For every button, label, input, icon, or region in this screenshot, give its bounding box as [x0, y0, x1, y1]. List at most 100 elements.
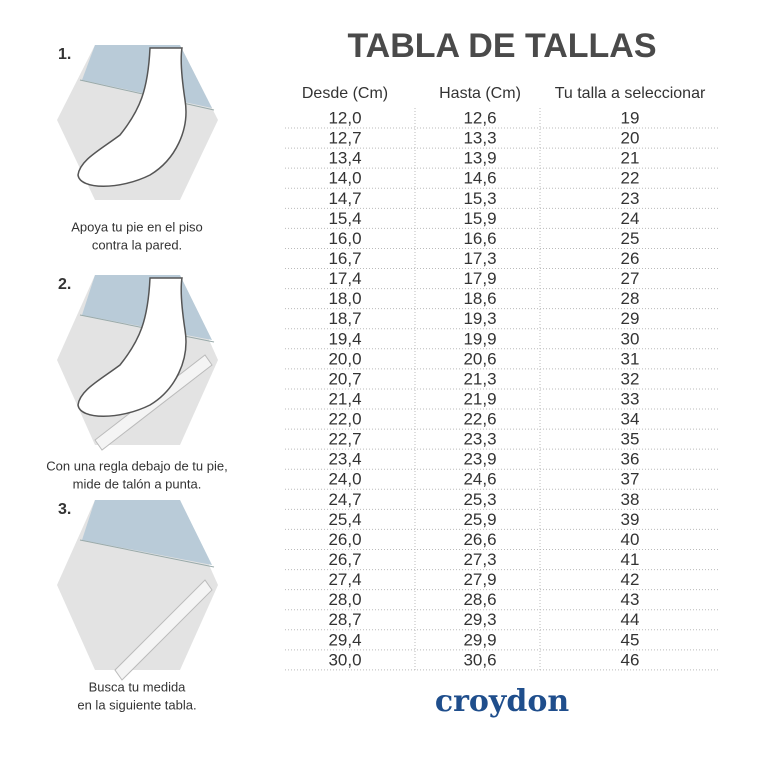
table-cell: 26,6 — [463, 530, 496, 549]
table-cell: 13,3 — [463, 129, 496, 148]
table-cell: 29,9 — [463, 630, 496, 649]
table-cell: 17,9 — [463, 269, 496, 288]
table-cell: 33 — [621, 389, 640, 408]
table-cell: 42 — [621, 570, 640, 589]
table-cell: 30 — [621, 329, 640, 348]
table-cell: 17,4 — [328, 269, 361, 288]
table-cell: 20,0 — [328, 349, 361, 368]
table-cell: 29,4 — [328, 630, 361, 649]
table-cell: 32 — [621, 369, 640, 388]
table-cell: 16,6 — [463, 229, 496, 248]
table-cell: 27 — [621, 269, 640, 288]
table-cell: 16,7 — [328, 249, 361, 268]
table-cell: 19,3 — [463, 309, 496, 328]
table-cell: 12,6 — [463, 108, 496, 127]
table-cell: 14,7 — [328, 189, 361, 208]
table-cell: 17,3 — [463, 249, 496, 268]
step-text: Apoya tu pie en el piso — [71, 219, 203, 234]
table-cell: 24,7 — [328, 490, 361, 509]
column-header: Hasta (Cm) — [439, 85, 521, 102]
table-cell: 29,3 — [463, 610, 496, 629]
table-cell: 27,9 — [463, 570, 496, 589]
table-cell: 13,9 — [463, 149, 496, 168]
table-cell: 27,3 — [463, 550, 496, 569]
table-cell: 22,7 — [328, 430, 361, 449]
table-cell: 28,7 — [328, 610, 361, 629]
step-text: mide de talón a punta. — [73, 476, 202, 491]
table-cell: 20,7 — [328, 369, 361, 388]
step-text: Con una regla debajo de tu pie, — [46, 458, 227, 473]
step-text: en la siguiente tabla. — [77, 697, 196, 712]
table-cell: 36 — [621, 450, 640, 469]
table-cell: 23 — [621, 189, 640, 208]
table-cell: 25,9 — [463, 510, 496, 529]
table-cell: 12,7 — [328, 129, 361, 148]
table-cell: 20,6 — [463, 349, 496, 368]
table-cell: 30,0 — [328, 650, 361, 669]
table-cell: 29 — [621, 309, 640, 328]
table-cell: 12,0 — [328, 108, 361, 127]
table-cell: 21,3 — [463, 369, 496, 388]
column-header: Tu talla a seleccionar — [555, 85, 706, 102]
table-cell: 25 — [621, 229, 640, 248]
table-cell: 23,3 — [463, 430, 496, 449]
table-cell: 20 — [621, 129, 640, 148]
table-cell: 15,9 — [463, 209, 496, 228]
table-cell: 13,4 — [328, 149, 361, 168]
step-number: 1. — [58, 46, 71, 63]
table-cell: 14,0 — [328, 169, 361, 188]
illustration-3 — [57, 500, 218, 681]
table-cell: 28,6 — [463, 590, 496, 609]
illustration-2 — [57, 275, 218, 451]
table-cell: 46 — [621, 650, 640, 669]
table-cell: 31 — [621, 349, 640, 368]
table-cell: 19 — [621, 108, 640, 127]
table-cell: 14,6 — [463, 169, 496, 188]
table-cell: 41 — [621, 550, 640, 569]
table-cell: 22,0 — [328, 410, 361, 429]
table-cell: 30,6 — [463, 650, 496, 669]
table-cell: 24,0 — [328, 470, 361, 489]
table-cell: 22 — [621, 169, 640, 188]
table-cell: 35 — [621, 430, 640, 449]
table-cell: 22,6 — [463, 410, 496, 429]
table-cell: 43 — [621, 590, 640, 609]
step-text: Busca tu medida — [89, 679, 187, 694]
table-cell: 18,7 — [328, 309, 361, 328]
table-cell: 18,6 — [463, 289, 496, 308]
step-number: 2. — [58, 276, 71, 293]
table-cell: 25,4 — [328, 510, 361, 529]
table-cell: 24 — [621, 209, 640, 228]
table-cell: 26,0 — [328, 530, 361, 549]
table-cell: 25,3 — [463, 490, 496, 509]
table-cell: 40 — [621, 530, 640, 549]
table-cell: 26 — [621, 249, 640, 268]
table-cell: 38 — [621, 490, 640, 509]
brand-logo: croydon — [435, 684, 570, 719]
step-text: contra la pared. — [92, 237, 182, 252]
table-cell: 15,4 — [328, 209, 361, 228]
table-cell: 44 — [621, 610, 640, 629]
illustration-1 — [57, 45, 218, 200]
step-number: 3. — [58, 501, 71, 518]
table-cell: 34 — [621, 410, 640, 429]
table-cell: 37 — [621, 470, 640, 489]
table-cell: 23,9 — [463, 450, 496, 469]
table-cell: 21,9 — [463, 389, 496, 408]
title: TABLA DE TALLAS — [347, 27, 656, 65]
table-cell: 24,6 — [463, 470, 496, 489]
table-cell: 16,0 — [328, 229, 361, 248]
table-cell: 19,9 — [463, 329, 496, 348]
table-cell: 45 — [621, 630, 640, 649]
table-cell: 18,0 — [328, 289, 361, 308]
table-cell: 26,7 — [328, 550, 361, 569]
table-cell: 15,3 — [463, 189, 496, 208]
table-cell: 19,4 — [328, 329, 361, 348]
table-cell: 28,0 — [328, 590, 361, 609]
column-header: Desde (Cm) — [302, 85, 388, 102]
table-cell: 21 — [621, 149, 640, 168]
table-cell: 39 — [621, 510, 640, 529]
table-cell: 28 — [621, 289, 640, 308]
table-cell: 23,4 — [328, 450, 361, 469]
